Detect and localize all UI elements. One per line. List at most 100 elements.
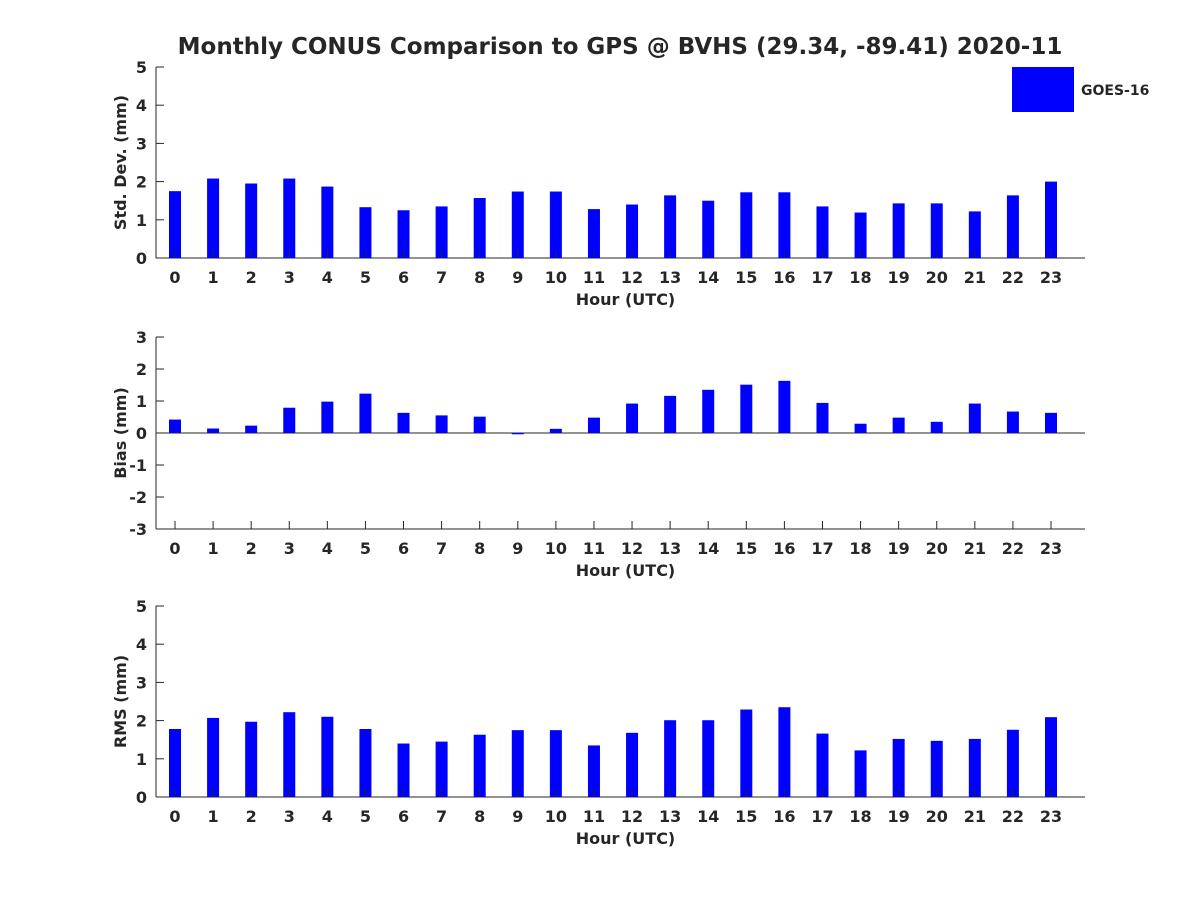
x-tick-label: 23 (1040, 539, 1062, 558)
x-tick-label: 12 (621, 807, 643, 826)
y-tick-label: -1 (129, 456, 147, 475)
x-tick-label: 10 (545, 807, 567, 826)
x-tick-label: 17 (811, 807, 833, 826)
bar (664, 195, 677, 258)
x-tick-label: 22 (1002, 539, 1024, 558)
y-tick-label: 5 (136, 58, 147, 77)
x-tick-label: 3 (284, 268, 295, 287)
x-tick-label: 5 (360, 539, 371, 558)
x-tick-label: 9 (512, 268, 523, 287)
x-tick-label: 12 (621, 268, 643, 287)
x-tick-label: 15 (735, 268, 757, 287)
x-tick-label: 19 (888, 807, 910, 826)
x-tick-label: 17 (811, 268, 833, 287)
y-tick-label: 4 (136, 635, 147, 654)
bar (968, 211, 981, 258)
x-tick-label: 14 (697, 807, 719, 826)
bar (169, 729, 181, 797)
bar (511, 191, 524, 258)
x-tick-label: 12 (621, 539, 643, 558)
x-tick-label: 21 (964, 268, 986, 287)
bar (626, 732, 639, 797)
bar (397, 412, 410, 433)
x-tick-label: 22 (1002, 268, 1024, 287)
x-tick-label: 19 (888, 268, 910, 287)
x-tick-label: 1 (208, 268, 219, 287)
bar (207, 717, 220, 797)
bar (816, 733, 829, 797)
bar (359, 393, 372, 433)
y-tick-label: 4 (136, 96, 147, 115)
x-tick-label: 16 (773, 539, 795, 558)
bar (169, 191, 181, 258)
y-tick-label: 1 (136, 392, 147, 411)
x-tick-label: 13 (659, 539, 681, 558)
y-tick-label: 3 (136, 134, 147, 153)
x-tick-label: 17 (811, 539, 833, 558)
x-tick-label: 20 (926, 807, 948, 826)
bar (511, 433, 524, 435)
x-tick-label: 11 (583, 268, 605, 287)
x-tick-label: 2 (246, 807, 257, 826)
y-tick-label: -2 (129, 488, 147, 507)
x-tick-label: 7 (436, 268, 447, 287)
bar (207, 428, 220, 433)
y-tick-label: 5 (136, 597, 147, 616)
x-tick-label: 22 (1002, 807, 1024, 826)
y-tick-label: 0 (136, 249, 147, 268)
bar (1006, 195, 1019, 258)
bar (778, 707, 791, 797)
x-tick-label: 18 (849, 539, 871, 558)
y-tick-label: 2 (136, 360, 147, 379)
bar (816, 402, 829, 433)
x-tick-label: 6 (398, 268, 409, 287)
bar (854, 750, 867, 797)
bar (626, 403, 639, 433)
legend: GOES-16 (1012, 67, 1149, 112)
y-axis-label: Std. Dev. (mm) (111, 95, 130, 230)
y-tick-label: 2 (136, 712, 147, 731)
x-tick-label: 8 (474, 807, 485, 826)
bar (1045, 412, 1057, 433)
bar (245, 721, 258, 797)
x-tick-label: 14 (697, 539, 719, 558)
bar (740, 192, 753, 258)
bar (968, 403, 981, 433)
x-tick-label: 1 (208, 807, 219, 826)
bar (740, 384, 753, 433)
x-tick-label: 0 (169, 807, 180, 826)
y-tick-label: 3 (136, 673, 147, 692)
x-tick-label: 23 (1040, 268, 1062, 287)
y-tick-label: 0 (136, 424, 147, 443)
bar (930, 203, 943, 258)
x-tick-label: 4 (322, 807, 333, 826)
x-tick-label: 15 (735, 807, 757, 826)
chart-title: Monthly CONUS Comparison to GPS @ BVHS (… (178, 34, 1063, 60)
bar (1045, 717, 1057, 797)
bar (664, 395, 677, 433)
bar (511, 730, 524, 797)
x-tick-label: 18 (849, 807, 871, 826)
bar (930, 740, 943, 797)
bar (245, 425, 258, 433)
x-tick-label: 6 (398, 539, 409, 558)
bar (283, 407, 296, 433)
bar (1006, 729, 1019, 797)
x-tick-label: 11 (583, 539, 605, 558)
x-tick-label: 6 (398, 807, 409, 826)
x-tick-label: 7 (436, 807, 447, 826)
x-tick-label: 14 (697, 268, 719, 287)
bar (473, 198, 486, 258)
legend-label: GOES-16 (1081, 83, 1149, 99)
bar (702, 389, 715, 433)
bar (321, 186, 334, 258)
bar (549, 730, 562, 797)
bar (321, 401, 334, 433)
bar (664, 720, 677, 797)
bar (626, 204, 639, 258)
bar (435, 415, 448, 433)
x-tick-label: 1 (208, 539, 219, 558)
y-tick-label: 2 (136, 173, 147, 192)
